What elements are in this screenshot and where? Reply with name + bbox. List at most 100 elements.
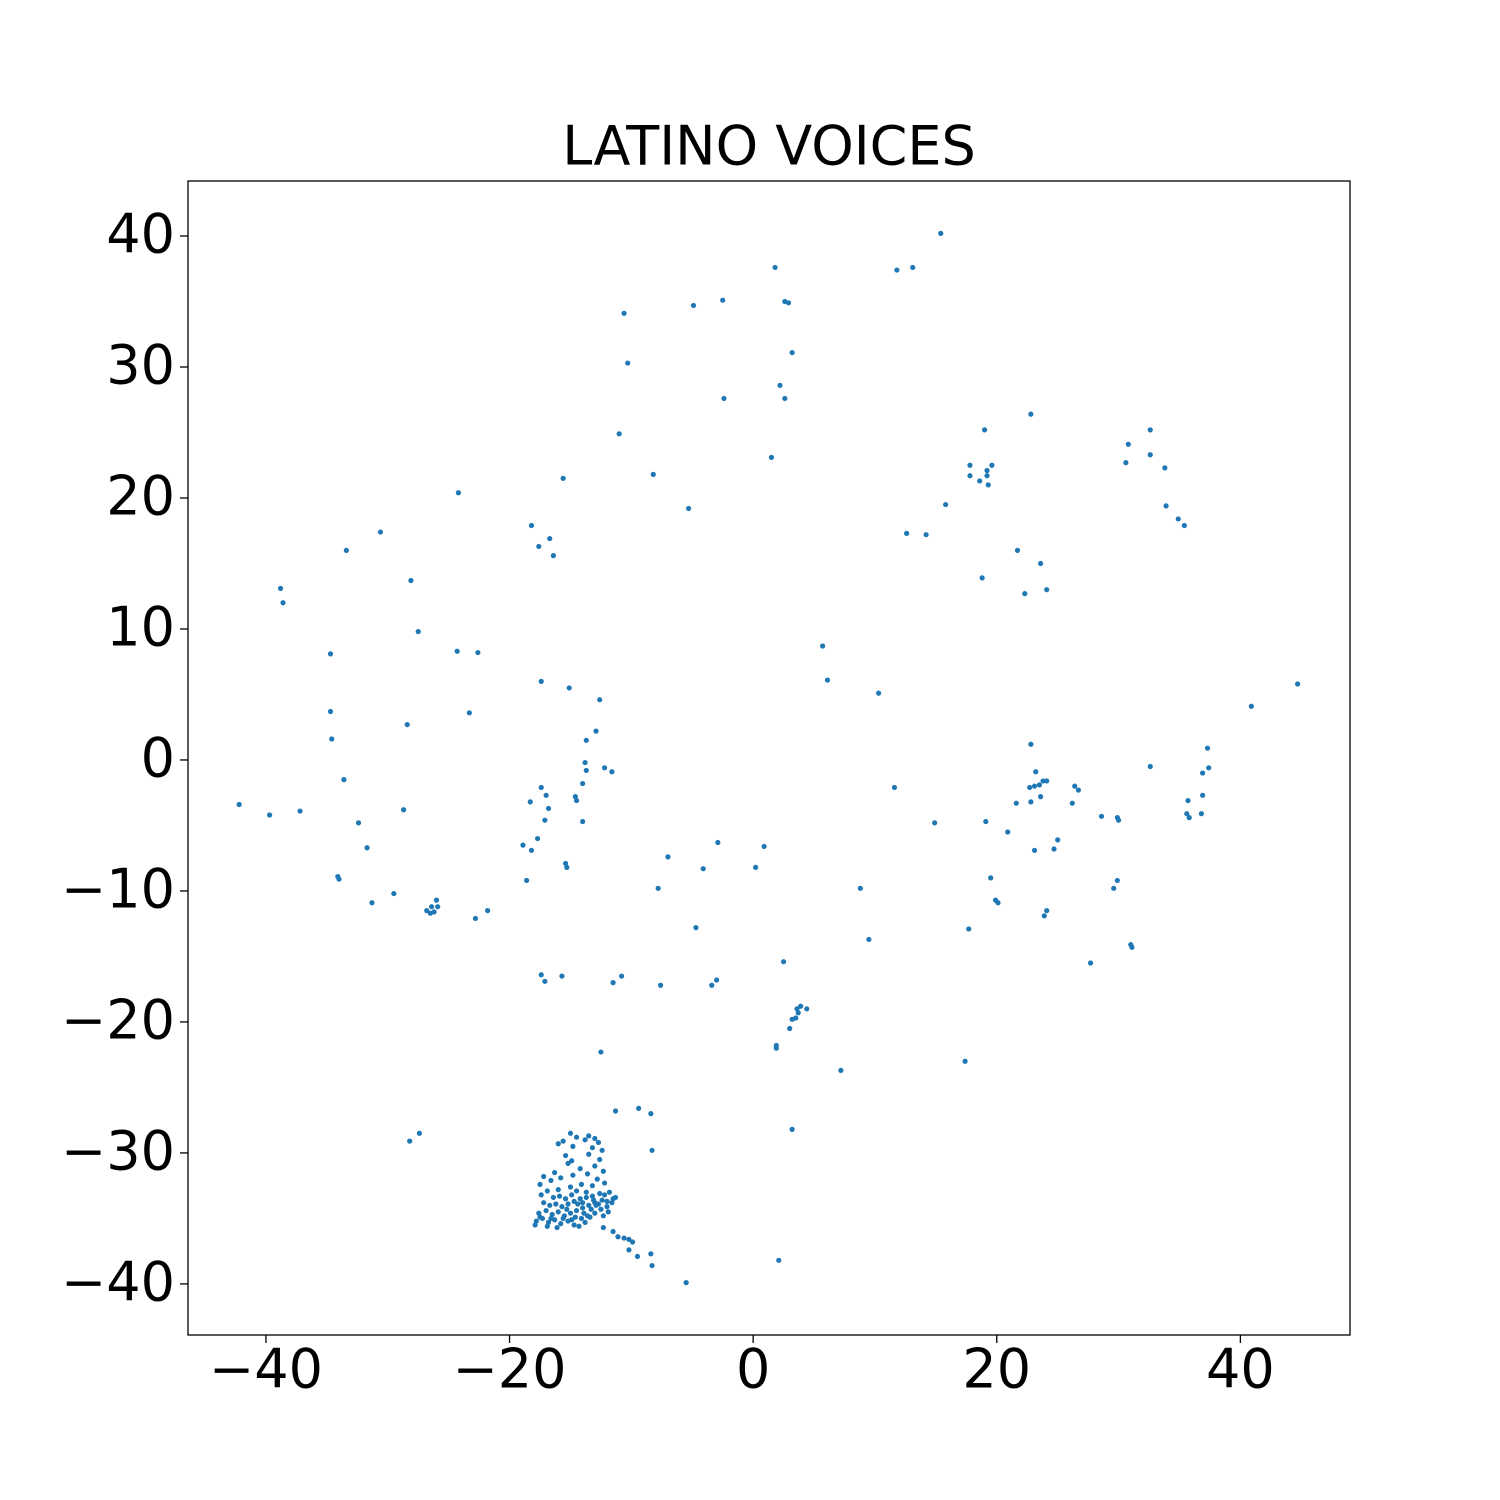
- point: [1111, 885, 1117, 891]
- point: [336, 876, 342, 882]
- x-tick-label: 20: [962, 1338, 1031, 1401]
- point: [597, 697, 603, 703]
- point: [550, 553, 557, 559]
- point: [589, 1193, 595, 1199]
- point: [1044, 587, 1050, 593]
- point: [1041, 913, 1047, 919]
- point: [626, 1236, 632, 1242]
- point: [558, 1221, 564, 1227]
- point: [280, 600, 286, 606]
- point: [555, 1187, 561, 1193]
- point: [573, 1207, 580, 1214]
- point: [772, 264, 778, 271]
- point: [455, 490, 462, 496]
- point: [1038, 560, 1044, 567]
- point: [593, 728, 599, 734]
- point: [565, 1160, 571, 1167]
- point: [587, 1214, 593, 1220]
- point: [665, 854, 671, 860]
- point: [1028, 741, 1034, 747]
- point: [923, 532, 929, 538]
- point: [364, 845, 370, 851]
- plot-area: [236, 230, 1301, 1286]
- point: [983, 818, 989, 825]
- point: [554, 1224, 560, 1231]
- point: [648, 1251, 654, 1257]
- point: [558, 1175, 564, 1181]
- point: [785, 300, 792, 306]
- point: [297, 808, 303, 814]
- point: [761, 843, 767, 850]
- point: [538, 784, 544, 791]
- point: [580, 1205, 586, 1211]
- point: [597, 1190, 603, 1197]
- point: [625, 360, 631, 366]
- point: [277, 585, 284, 591]
- point: [588, 1206, 594, 1212]
- point: [1115, 817, 1122, 823]
- point: [693, 925, 699, 931]
- point: [542, 817, 548, 823]
- point: [609, 1200, 615, 1206]
- point: [369, 900, 375, 906]
- point: [427, 910, 433, 916]
- point: [556, 1193, 563, 1199]
- point: [547, 535, 553, 542]
- point: [781, 959, 787, 965]
- y-tick-label: 10: [106, 596, 175, 659]
- point: [720, 297, 726, 303]
- point: [545, 1219, 552, 1225]
- point: [542, 978, 548, 984]
- point: [569, 1217, 575, 1223]
- point: [962, 1058, 968, 1064]
- chart-title: LATINO VOICES: [562, 115, 976, 178]
- point: [552, 1169, 558, 1176]
- point: [267, 812, 273, 818]
- point: [768, 454, 775, 460]
- point: [329, 736, 335, 742]
- point: [564, 1206, 570, 1212]
- point: [586, 1151, 592, 1157]
- point: [1198, 811, 1205, 817]
- point: [485, 908, 491, 914]
- point: [1031, 847, 1038, 853]
- point: [599, 1197, 605, 1203]
- point: [548, 1177, 554, 1184]
- x-tick-label: 0: [736, 1338, 770, 1401]
- point: [984, 467, 990, 474]
- point: [838, 1067, 844, 1074]
- point: [601, 1192, 608, 1198]
- point: [544, 1223, 550, 1229]
- point: [236, 801, 242, 808]
- point: [606, 1189, 613, 1195]
- point: [650, 471, 656, 478]
- point: [629, 1239, 636, 1245]
- point: [615, 1234, 621, 1240]
- point: [857, 885, 863, 891]
- point: [597, 1156, 603, 1163]
- point: [1147, 427, 1153, 433]
- point: [1123, 460, 1129, 466]
- point: [472, 915, 479, 922]
- point: [562, 860, 569, 867]
- point: [595, 1201, 602, 1207]
- point: [604, 1198, 610, 1204]
- point: [520, 842, 526, 848]
- point: [560, 475, 566, 481]
- point: [583, 737, 589, 743]
- point: [565, 1201, 571, 1207]
- point: [591, 1197, 597, 1203]
- point: [1051, 846, 1057, 852]
- point: [534, 835, 541, 842]
- point: [567, 1130, 574, 1136]
- point: [553, 1201, 559, 1207]
- point: [550, 1194, 557, 1201]
- y-tick-label: −10: [61, 858, 175, 921]
- point: [533, 1218, 539, 1224]
- point: [979, 575, 985, 581]
- point: [714, 977, 720, 983]
- point: [709, 982, 715, 988]
- point: [1147, 452, 1153, 458]
- point: [977, 478, 983, 484]
